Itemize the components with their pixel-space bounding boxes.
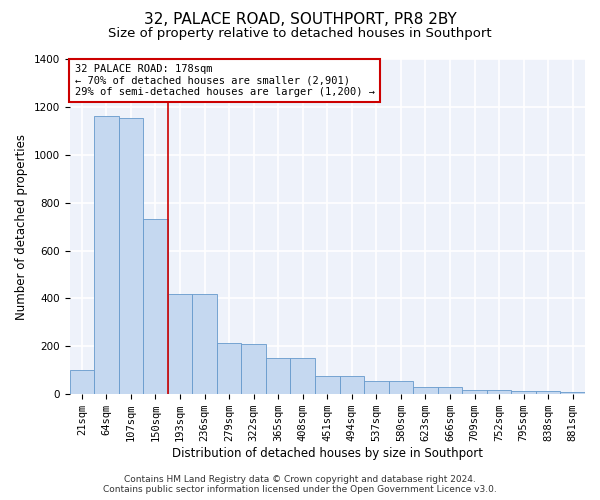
Bar xyxy=(290,358,315,394)
Bar xyxy=(315,376,340,394)
Bar xyxy=(266,358,290,394)
Bar xyxy=(70,370,94,394)
Bar xyxy=(364,381,389,394)
Text: Contains HM Land Registry data © Crown copyright and database right 2024.
Contai: Contains HM Land Registry data © Crown c… xyxy=(103,474,497,494)
Text: 32, PALACE ROAD, SOUTHPORT, PR8 2BY: 32, PALACE ROAD, SOUTHPORT, PR8 2BY xyxy=(143,12,457,28)
Bar xyxy=(462,390,487,394)
Text: Size of property relative to detached houses in Southport: Size of property relative to detached ho… xyxy=(108,28,492,40)
Bar xyxy=(413,387,438,394)
Bar xyxy=(487,390,511,394)
Bar xyxy=(143,220,168,394)
Text: 32 PALACE ROAD: 178sqm
← 70% of detached houses are smaller (2,901)
29% of semi-: 32 PALACE ROAD: 178sqm ← 70% of detached… xyxy=(74,64,374,97)
Y-axis label: Number of detached properties: Number of detached properties xyxy=(15,134,28,320)
Bar xyxy=(560,392,585,394)
Bar xyxy=(168,294,192,394)
Bar xyxy=(340,376,364,394)
Bar xyxy=(217,342,241,394)
Bar xyxy=(511,390,536,394)
Bar xyxy=(94,116,119,394)
Bar xyxy=(241,344,266,394)
Bar xyxy=(119,118,143,394)
X-axis label: Distribution of detached houses by size in Southport: Distribution of detached houses by size … xyxy=(172,447,483,460)
Bar xyxy=(438,387,462,394)
Bar xyxy=(389,381,413,394)
Bar xyxy=(536,392,560,394)
Bar xyxy=(192,294,217,394)
